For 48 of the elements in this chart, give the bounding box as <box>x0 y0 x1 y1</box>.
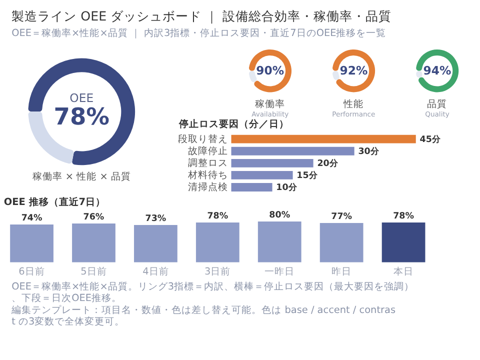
data-label: 78% <box>393 212 414 222</box>
data-label: 15分 <box>296 170 319 182</box>
data-label: 45分 <box>420 134 442 145</box>
bar <box>231 158 314 168</box>
x-tick-label: 5日前 <box>80 265 107 278</box>
bar <box>231 170 293 180</box>
data-label: 90% <box>256 64 284 78</box>
y-tick-label: 段取り替え <box>178 132 228 145</box>
data-label: 78% <box>54 103 110 130</box>
bar <box>231 134 416 144</box>
x-tick-label: 3日前 <box>204 265 231 278</box>
x-tick-label: 本日 <box>394 265 414 278</box>
data-label: 74% <box>21 214 42 224</box>
donut-slice <box>248 70 257 82</box>
y-tick-label: 清掃点検 <box>188 181 228 194</box>
data-label: 94% <box>423 64 452 78</box>
text: 製造ライン OEE ダッシュボード ｜ 設備総合効率・稼働率・品質 <box>12 8 392 24</box>
text: 編集テンプレート：項目名・数値・色は差し替え可能。色は base / accent / contrast の3変数で全体変更可。 <box>10 304 396 328</box>
text: 性能 <box>342 98 364 110</box>
y-tick-label: 調整ロス <box>188 157 228 170</box>
text: OEE <box>70 90 94 105</box>
data-label: 92% <box>340 64 368 78</box>
text: 稼働率 <box>255 98 286 110</box>
data-label: 30分 <box>358 146 380 158</box>
text: 品質 <box>427 98 448 110</box>
data-label: 77% <box>331 212 352 222</box>
data-label: 80% <box>269 210 290 221</box>
bar <box>231 146 354 156</box>
chart-title: 停止ロス要因（分／日） <box>178 118 289 130</box>
x-tick-label: 6日前 <box>18 265 45 278</box>
bar <box>231 183 272 192</box>
data-label: 73% <box>145 214 166 224</box>
donut-slice <box>332 70 340 80</box>
y-tick-label: 故障停止 <box>188 145 228 158</box>
x-tick-label: 昨日 <box>332 265 352 278</box>
y-tick-label: 材料待ち <box>186 169 228 182</box>
data-label: 78% <box>207 212 228 222</box>
donut-slice <box>416 70 422 78</box>
data-label: 20分 <box>317 158 340 170</box>
text: 稼働率 × 性能 × 品質 <box>32 170 131 183</box>
data-label: 10分 <box>276 182 298 194</box>
x-tick-label: 4日前 <box>142 265 169 278</box>
data-label: 76% <box>83 212 104 223</box>
text: OEE＝稼働率×性能×品質。リング3指標＝内訳、横棒＝停止ロス要因（最大要因を強調）、下段＝日次OEE推移。 <box>12 280 414 304</box>
donut-slice <box>28 58 136 166</box>
x-tick-label: 一昨日 <box>264 265 295 278</box>
text: OEE＝稼働率×性能×品質 ｜ 内訳3指標・停止ロス要因・直近7日のOEE推移を一覧 <box>12 26 386 39</box>
chart-title: OEE 推移（直近7日） <box>4 196 106 208</box>
